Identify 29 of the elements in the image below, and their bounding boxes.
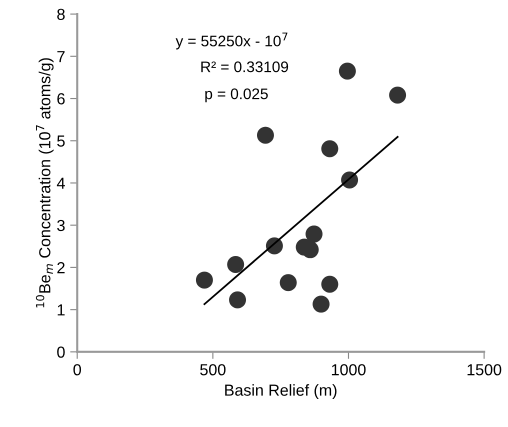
x-tick-label: 500 [200, 364, 226, 376]
y-tick-label: 4 [56, 178, 65, 189]
annotation: R² = 0.33109 [201, 61, 288, 72]
x-tick-label: 1500 [468, 364, 502, 376]
point [280, 274, 297, 292]
point [389, 86, 406, 104]
y-tick-label: 6 [57, 93, 65, 104]
point [227, 256, 244, 273]
point [312, 296, 330, 313]
x-tick-label: 1000 [332, 364, 366, 376]
point [321, 140, 338, 158]
annotation: y = 55250x - 10$^{7}$ [176, 32, 288, 50]
y-tick-label: 5 [57, 136, 65, 147]
y-tick-label: 7 [57, 51, 65, 62]
y-tick-label: 3 [57, 220, 65, 232]
x-tick-label: 0 [73, 364, 82, 376]
point [321, 276, 338, 293]
y-tick-label: 2 [57, 262, 65, 274]
y-tick-label: 0 [57, 346, 65, 358]
point [256, 126, 274, 144]
point [338, 62, 356, 80]
x-axis-title: Basin Relief (m) [225, 384, 336, 399]
annotation: p = 0.025 [205, 88, 268, 102]
y-tick-label: 8 [57, 8, 65, 20]
y-tick-label: 1 [58, 304, 65, 316]
point [306, 226, 323, 243]
point [229, 291, 246, 308]
point [196, 272, 213, 289]
y-axis-title: $^{10}$Be$_{m}$ Concentration (10$^{7}$ atoms/g) [36, 58, 54, 308]
